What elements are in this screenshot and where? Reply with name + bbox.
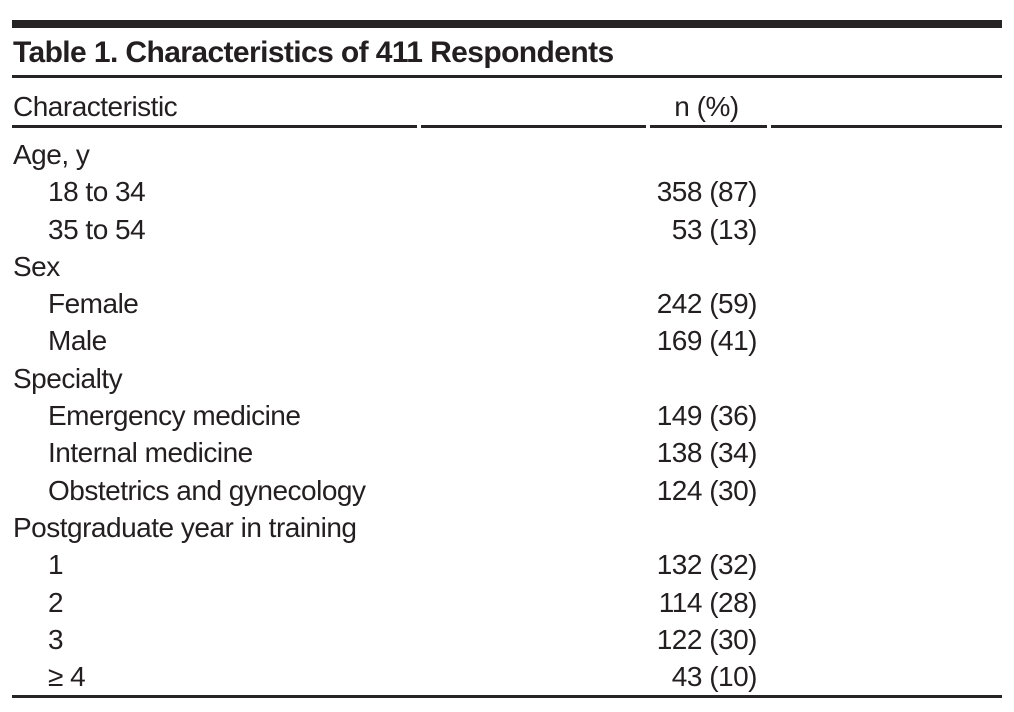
row-label: Female xyxy=(48,288,139,320)
table-title: Table 1. Characteristics of 411 Responde… xyxy=(13,36,614,69)
row-label: Specialty xyxy=(13,362,123,394)
table-row: Male 169 (41) xyxy=(13,322,1002,359)
row-value: 124 (30) xyxy=(656,474,758,506)
table-row: Emergency medicine 149 (36) xyxy=(13,397,1002,434)
row-label: Male xyxy=(48,325,107,357)
row-value: 53 (13) xyxy=(671,213,758,245)
row-label: Sex xyxy=(13,250,60,282)
row-label: 1 xyxy=(48,549,64,581)
table-row: 3 122 (30) xyxy=(13,621,1002,658)
column-header-n-percent: n (%) xyxy=(674,91,739,122)
row-value: 132 (32) xyxy=(656,549,758,581)
row-value: 122 (30) xyxy=(656,623,758,655)
row-label: Postgraduate year in training xyxy=(13,511,357,543)
row-label: Internal medicine xyxy=(48,437,253,469)
row-value: 358 (87) xyxy=(656,176,758,208)
table-row: Sex xyxy=(13,248,1002,285)
row-label: 3 xyxy=(48,623,64,655)
table-row: 2 114 (28) xyxy=(13,584,1002,621)
row-value: 138 (34) xyxy=(656,437,758,469)
row-label: 2 xyxy=(48,586,64,618)
table-row: Specialty xyxy=(13,360,1002,397)
row-label: 18 to 34 xyxy=(48,176,146,208)
table-row: Obstetrics and gynecology 124 (30) xyxy=(13,472,1002,509)
row-value: 43 (10) xyxy=(671,661,758,693)
table-row: ≥ 4 43 (10) xyxy=(13,658,1002,695)
row-value: 242 (59) xyxy=(656,288,758,320)
table-row: 18 to 34 358 (87) xyxy=(13,173,1002,210)
table-row: 35 to 54 53 (13) xyxy=(13,211,1002,248)
row-value: 169 (41) xyxy=(656,325,758,357)
row-label: ≥ 4 xyxy=(48,661,86,693)
row-label: Age, y xyxy=(13,139,90,170)
row-value: 114 (28) xyxy=(658,586,758,618)
bottom-rule xyxy=(12,695,1002,698)
table-row: Internal medicine 138 (34) xyxy=(13,434,1002,471)
top-rule xyxy=(12,20,1002,28)
title-rule xyxy=(12,75,1002,78)
row-label: 35 to 54 xyxy=(48,213,146,245)
table-row: 1 132 (32) xyxy=(13,546,1002,583)
table-body: Age, y 18 to 34 358 (87) 35 to 54 53 (13… xyxy=(13,136,1002,695)
row-label: Obstetrics and gynecology xyxy=(48,474,366,506)
row-value: 149 (36) xyxy=(656,400,758,432)
table-row: Female 242 (59) xyxy=(13,285,1002,322)
table-header-row: Characteristic n (%) xyxy=(13,88,1002,125)
row-label: Emergency medicine xyxy=(48,400,301,432)
table-row: Postgraduate year in training xyxy=(13,509,1002,546)
header-rule xyxy=(12,125,1002,128)
column-header-characteristic: Characteristic xyxy=(13,91,178,122)
table-row: Age, y xyxy=(13,136,1002,173)
